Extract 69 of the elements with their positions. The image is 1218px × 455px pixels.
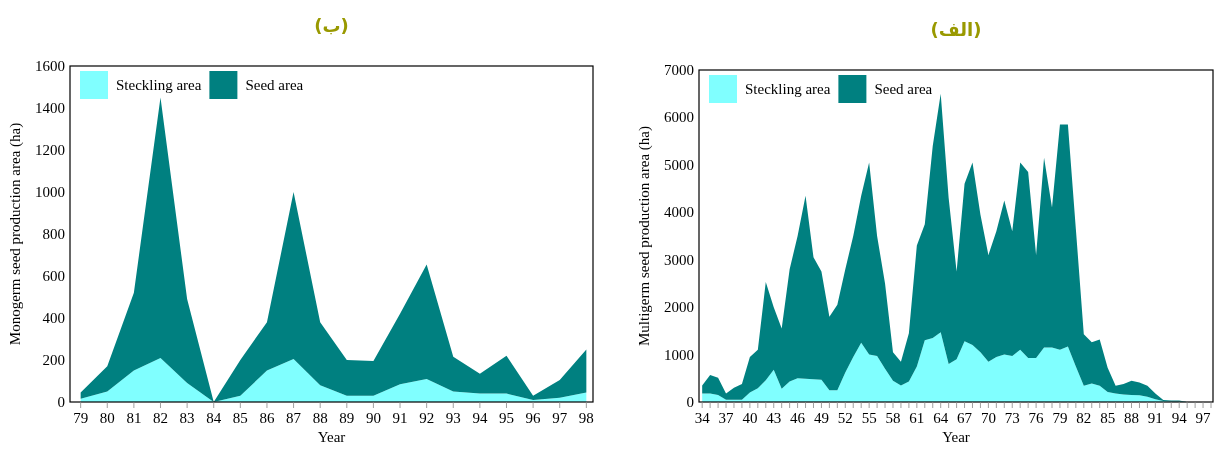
x-tick-label: 84 bbox=[206, 410, 222, 426]
x-tick-label: 80 bbox=[99, 410, 115, 426]
x-tick-label: 88 bbox=[1124, 410, 1140, 426]
x-tick-label: 91 bbox=[392, 410, 408, 426]
x-tick-label: 98 bbox=[578, 410, 594, 426]
y-tick-label: 200 bbox=[42, 352, 65, 368]
x-tick-label: 67 bbox=[957, 410, 973, 426]
y-tick-label: 4000 bbox=[664, 204, 694, 221]
y-tick-label: 800 bbox=[42, 226, 65, 242]
x-tick-label: 46 bbox=[790, 410, 806, 426]
x-tick-label: 70 bbox=[980, 410, 996, 426]
x-tick-label: 95 bbox=[499, 410, 514, 426]
x-tick-label: 85 bbox=[232, 410, 248, 426]
y-tick-label: 400 bbox=[42, 310, 65, 326]
x-tick-label: 40 bbox=[742, 410, 758, 426]
x-tick-label: 55 bbox=[861, 410, 877, 426]
chart-title: (الف) bbox=[930, 19, 982, 40]
x-tick-label: 34 bbox=[694, 410, 711, 426]
legend-label: Seed area bbox=[245, 77, 304, 93]
x-tick-label: 49 bbox=[813, 410, 829, 426]
x-tick-label: 37 bbox=[718, 410, 735, 426]
x-tick-label: 91 bbox=[1147, 410, 1163, 426]
x-tick-label: 88 bbox=[312, 410, 328, 426]
x-tick-label: 58 bbox=[885, 410, 901, 426]
y-tick-label: 1600 bbox=[35, 58, 65, 74]
x-tick-label: 81 bbox=[126, 410, 142, 426]
x-tick-label: 76 bbox=[1028, 410, 1045, 426]
x-tick-label: 61 bbox=[909, 410, 925, 426]
x-tick-label: 90 bbox=[365, 410, 381, 426]
y-axis-title: Multigerm seed production area (ha) bbox=[636, 126, 653, 346]
y-tick-label: 3000 bbox=[664, 251, 694, 268]
legend-label: Steckling area bbox=[745, 81, 831, 97]
y-tick-label: 5000 bbox=[664, 156, 694, 173]
x-tick-label: 43 bbox=[766, 410, 782, 426]
x-tick-label: 79 bbox=[73, 410, 89, 426]
x-tick-label: 52 bbox=[837, 410, 853, 426]
legend-label: Steckling area bbox=[116, 77, 202, 93]
y-tick-label: 0 bbox=[57, 394, 65, 410]
y-tick-label: 1000 bbox=[664, 346, 694, 363]
x-tick-label: 93 bbox=[445, 410, 461, 426]
x-tick-label: 97 bbox=[552, 410, 568, 426]
y-tick-label: 1000 bbox=[35, 184, 65, 200]
x-tick-label: 86 bbox=[259, 410, 275, 426]
legend-label: Seed area bbox=[874, 81, 933, 97]
y-tick-label: 7000 bbox=[664, 62, 694, 78]
y-tick-label: 0 bbox=[686, 394, 694, 410]
y-tick-label: 2000 bbox=[664, 299, 694, 316]
chart-title: (ب) bbox=[314, 15, 349, 36]
x-tick-label: 83 bbox=[179, 410, 195, 426]
y-tick-label: 600 bbox=[42, 268, 65, 284]
y-axis-title: Monogerm seed production area (ha) bbox=[7, 122, 24, 346]
x-axis-title: Year bbox=[317, 429, 346, 445]
x-tick-label: 82 bbox=[152, 410, 168, 426]
x-axis-title: Year bbox=[942, 429, 970, 445]
x-tick-label: 97 bbox=[1195, 410, 1212, 426]
y-tick-label: 1400 bbox=[35, 100, 65, 116]
x-tick-label: 73 bbox=[1004, 410, 1020, 426]
x-tick-label: 87 bbox=[286, 410, 302, 426]
x-tick-label: 85 bbox=[1100, 410, 1116, 426]
x-tick-label: 92 bbox=[419, 410, 435, 426]
x-tick-label: 96 bbox=[525, 410, 542, 426]
x-tick-label: 64 bbox=[933, 410, 949, 426]
x-tick-label: 94 bbox=[472, 410, 488, 426]
x-tick-label: 82 bbox=[1076, 410, 1092, 426]
x-tick-label: 89 bbox=[339, 410, 355, 426]
x-tick-label: 94 bbox=[1171, 410, 1188, 426]
x-tick-label: 79 bbox=[1052, 410, 1068, 426]
y-tick-label: 1200 bbox=[35, 142, 65, 158]
y-tick-label: 6000 bbox=[664, 109, 694, 126]
